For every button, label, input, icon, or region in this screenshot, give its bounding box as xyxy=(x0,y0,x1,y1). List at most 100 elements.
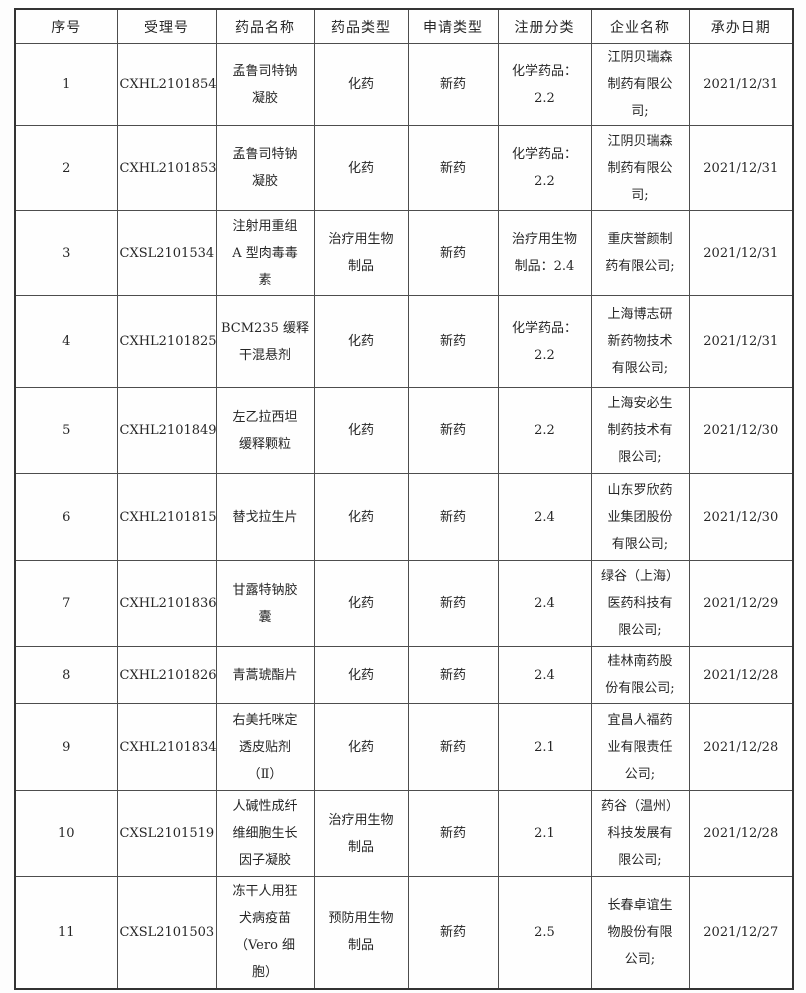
cell-application-type: 新药 xyxy=(407,295,499,388)
cell-no: 6 xyxy=(14,473,118,561)
cell-acceptance-no: CXHL2101836 xyxy=(116,560,217,647)
column-header-registration-class: 注册分类 xyxy=(497,8,592,44)
column-header-date: 承办日期 xyxy=(688,8,794,44)
cell-no: 11 xyxy=(14,876,118,989)
cell-drug-name: 注射用重组 A 型肉毒毒 素 xyxy=(215,210,315,296)
cell-drug-type: 预防用生物 制品 xyxy=(313,876,409,989)
table-row: 3 CXSL2101534 注射用重组 A 型肉毒毒 素治疗用生物 制品 新药 治疗用生… xyxy=(14,210,794,296)
cell-company: 江阴贝瑞森 制药有限公 司; xyxy=(590,43,690,126)
cell-company: 上海博志研 新药物技术 有限公司; xyxy=(590,295,690,388)
cell-application-type: 新药 xyxy=(407,560,499,647)
column-header-acceptance-no: 受理号 xyxy=(116,8,217,44)
cell-date: 2021/12/31 xyxy=(688,125,794,211)
cell-no: 4 xyxy=(14,295,118,388)
cell-acceptance-no: CXHL2101825 xyxy=(116,295,217,388)
cell-registration-class: 2.5 xyxy=(497,876,592,989)
table-header-row: 序号 受理号 药品名称 药品类型 申请类型 注册分类 企业名称 承办日期 xyxy=(14,8,794,44)
cell-company: 重庆誉颜制 药有限公司; xyxy=(590,210,690,296)
cell-date: 2021/12/30 xyxy=(688,473,794,561)
table-row: 10 CXSL2101519 人碱性成纤 维细胞生长 因子凝胶 治疗用生物 制品 新药 2… xyxy=(14,790,794,877)
cell-no: 1 xyxy=(14,43,118,126)
cell-acceptance-no: CXSL2101519 xyxy=(116,790,217,877)
cell-drug-name: 左乙拉西坦 缓释颗粒 xyxy=(215,387,315,474)
cell-date: 2021/12/31 xyxy=(688,43,794,126)
cell-company: 江阴贝瑞森 制药有限公 司; xyxy=(590,125,690,211)
cell-registration-class: 化学药品： 2.2 xyxy=(497,125,592,211)
cell-date: 2021/12/27 xyxy=(688,876,794,989)
cell-acceptance-no: CXHL2101853 xyxy=(116,125,217,211)
cell-registration-class: 化学药品： 2.2 xyxy=(497,43,592,126)
column-header-no: 序号 xyxy=(14,8,118,44)
cell-date: 2021/12/31 xyxy=(688,295,794,388)
cell-no: 7 xyxy=(14,560,118,647)
table-row: 2 CXHL2101853 孟鲁司特钠 凝胶 化药 新药 化学药品： 2.2 江阴贝瑞森 制… xyxy=(14,125,794,211)
cell-acceptance-no: CXSL2101534 xyxy=(116,210,217,296)
cell-company: 桂林南药股 份有限公司; xyxy=(590,646,690,704)
cell-registration-class: 治疗用生物 制品：2.4 xyxy=(497,210,592,296)
cell-registration-class: 化学药品： 2.2 xyxy=(497,295,592,388)
cell-application-type: 新药 xyxy=(407,210,499,296)
cell-date: 2021/12/28 xyxy=(688,703,794,791)
cell-drug-name: 右美托咪定 透皮贴剂 （Ⅱ） xyxy=(215,703,315,791)
table-row: 4 CXHL2101825 BCM235 缓释 干混悬剂 化药 新药 化学药品： 2.2 上… xyxy=(14,295,794,388)
cell-drug-name: 冻干人用狂 犬病疫苗 （Vero 细 胞） xyxy=(215,876,315,989)
cell-company: 长春卓谊生 物股份有限 公司; xyxy=(590,876,690,989)
cell-date: 2021/12/29 xyxy=(688,560,794,647)
cell-acceptance-no: CXHL2101834 xyxy=(116,703,217,791)
cell-drug-name: 替戈拉生片 xyxy=(215,473,315,561)
cell-drug-type: 治疗用生物 制品 xyxy=(313,210,409,296)
column-header-drug-name: 药品名称 xyxy=(215,8,315,44)
cell-drug-name: 孟鲁司特钠 凝胶 xyxy=(215,43,315,126)
cell-application-type: 新药 xyxy=(407,703,499,791)
cell-drug-type: 化药 xyxy=(313,125,409,211)
cell-application-type: 新药 xyxy=(407,125,499,211)
cell-drug-type: 化药 xyxy=(313,703,409,791)
cell-drug-name: 孟鲁司特钠 凝胶 xyxy=(215,125,315,211)
cell-application-type: 新药 xyxy=(407,790,499,877)
cell-application-type: 新药 xyxy=(407,43,499,126)
cell-registration-class: 2.1 xyxy=(497,703,592,791)
table-row: 6 CXHL2101815 替戈拉生片 化药 新药 2.4 山东罗欣药 业集团股份 有限公司… xyxy=(14,473,794,561)
cell-company: 山东罗欣药 业集团股份 有限公司; xyxy=(590,473,690,561)
cell-registration-class: 2.4 xyxy=(497,560,592,647)
cell-application-type: 新药 xyxy=(407,473,499,561)
cell-acceptance-no: CXHL2101849 xyxy=(116,387,217,474)
cell-date: 2021/12/28 xyxy=(688,646,794,704)
cell-application-type: 新药 xyxy=(407,646,499,704)
table-row: 8 CXHL2101826 青蒿琥酯片 化药 新药 2.4 桂林南药股 份有限公司; 2021… xyxy=(14,646,794,704)
cell-drug-name: BCM235 缓释 干混悬剂 xyxy=(215,295,315,388)
cell-acceptance-no: CXSL2101503 xyxy=(116,876,217,989)
cell-no: 5 xyxy=(14,387,118,474)
cell-drug-name: 甘露特钠胶 囊 xyxy=(215,560,315,647)
cell-date: 2021/12/31 xyxy=(688,210,794,296)
cell-drug-name: 青蒿琥酯片 xyxy=(215,646,315,704)
table-row: 7 CXHL2101836 甘露特钠胶 囊化药 新药 2.4 绿谷（上海） 医药科技有 限… xyxy=(14,560,794,647)
cell-drug-type: 化药 xyxy=(313,560,409,647)
table-row: 1 CXHL2101854 孟鲁司特钠 凝胶 化药 新药 化学药品： 2.2 江阴贝瑞森 制… xyxy=(14,43,794,126)
cell-application-type: 新药 xyxy=(407,876,499,989)
cell-no: 3 xyxy=(14,210,118,296)
cell-company: 上海安必生 制药技术有 限公司; xyxy=(590,387,690,474)
column-header-drug-type: 药品类型 xyxy=(313,8,409,44)
cell-drug-type: 化药 xyxy=(313,43,409,126)
cell-no: 8 xyxy=(14,646,118,704)
cell-drug-type: 化药 xyxy=(313,295,409,388)
cell-registration-class: 2.1 xyxy=(497,790,592,877)
cell-acceptance-no: CXHL2101854 xyxy=(116,43,217,126)
cell-no: 2 xyxy=(14,125,118,211)
table-row: 11 CXSL2101503 冻干人用狂 犬病疫苗 （Vero 细 胞） 预防用生物 … xyxy=(14,876,794,989)
column-header-company: 企业名称 xyxy=(590,8,690,44)
cell-drug-type: 治疗用生物 制品 xyxy=(313,790,409,877)
cell-registration-class: 2.2 xyxy=(497,387,592,474)
cell-registration-class: 2.4 xyxy=(497,646,592,704)
table-row: 9 CXHL2101834 右美托咪定 透皮贴剂 （Ⅱ） 化药 新药 2.1 宜昌人福药 业… xyxy=(14,703,794,791)
cell-acceptance-no: CXHL2101826 xyxy=(116,646,217,704)
drug-approval-table: 序号 受理号 药品名称 药品类型 申请类型 注册分类 企业名称 承办日期 1 CXHL21018… xyxy=(14,8,794,990)
cell-company: 宜昌人福药 业有限责任 公司; xyxy=(590,703,690,791)
cell-date: 2021/12/28 xyxy=(688,790,794,877)
cell-no: 10 xyxy=(14,790,118,877)
cell-no: 9 xyxy=(14,703,118,791)
cell-drug-type: 化药 xyxy=(313,646,409,704)
cell-date: 2021/12/30 xyxy=(688,387,794,474)
